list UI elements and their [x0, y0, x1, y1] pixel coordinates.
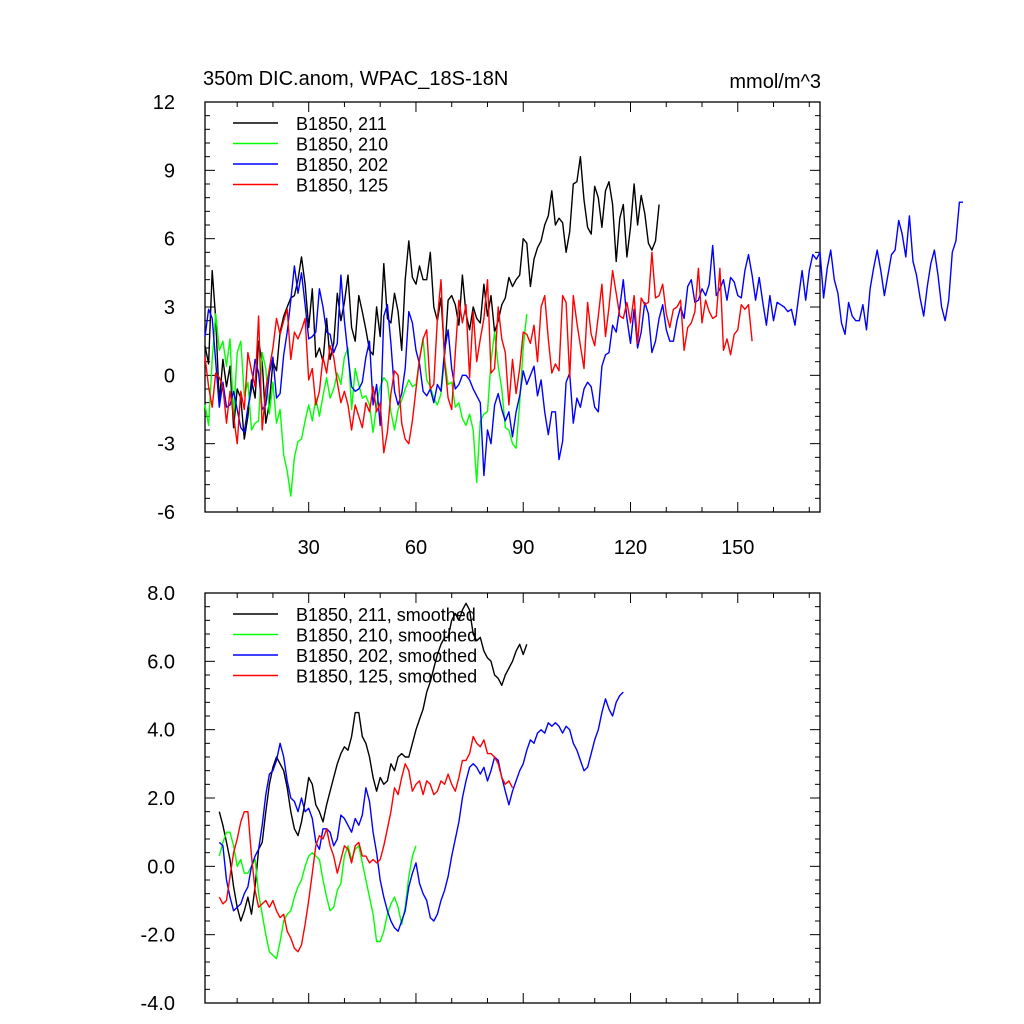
y-tick-label: 3 [164, 297, 175, 319]
series-line [204, 201, 963, 477]
y-tick-label: 12 [153, 92, 175, 114]
series-line [218, 831, 417, 960]
legend-label: B1850, 211, smoothed [296, 605, 476, 625]
y-tick-label: 0.0 [147, 856, 175, 878]
y-tick-label: 6.0 [147, 651, 175, 673]
x-tick-label: 30 [298, 537, 320, 559]
x-tick-label: 90 [512, 537, 534, 559]
y-tick-label: 6 [164, 229, 175, 251]
y-tick-label: -6 [157, 502, 175, 524]
x-tick-label: 120 [614, 537, 647, 559]
x-tick-label: 60 [405, 537, 427, 559]
units-label: mmol/m^3 [729, 71, 821, 93]
series-line [218, 691, 624, 932]
series-line [218, 735, 514, 953]
x-tick-label: 150 [721, 537, 754, 559]
legend-label: B1850, 202, smoothed [296, 646, 477, 666]
y-tick-label: -2.0 [141, 925, 175, 947]
legend-label: B1850, 210, smoothed [296, 626, 477, 646]
y-tick-label: -4.0 [141, 993, 175, 1015]
y-tick-label: -3 [157, 434, 175, 456]
legend-label: B1850, 210 [296, 135, 388, 155]
y-tick-label: 9 [164, 160, 175, 182]
legend-label: B1850, 125, smoothed [296, 667, 477, 687]
y-tick-label: 4.0 [147, 720, 175, 742]
series-line [204, 251, 753, 454]
chart-title: 350m DIC.anom, WPAC_18S-18N [203, 68, 508, 90]
y-tick-label: 2.0 [147, 788, 175, 810]
legend-label: B1850, 211 [296, 114, 387, 134]
legend-label: B1850, 202 [296, 155, 388, 175]
legend-label: B1850, 125 [296, 176, 388, 196]
y-tick-label: 0 [164, 365, 175, 387]
y-tick-label: 8.0 [147, 583, 175, 605]
series-line [218, 602, 528, 922]
series-line [204, 313, 528, 497]
bottom-panel: -4.0 -2.0 0.0 2.0 4.0 6.0 8.0 B1850, 211, smoot… [141, 583, 821, 1015]
